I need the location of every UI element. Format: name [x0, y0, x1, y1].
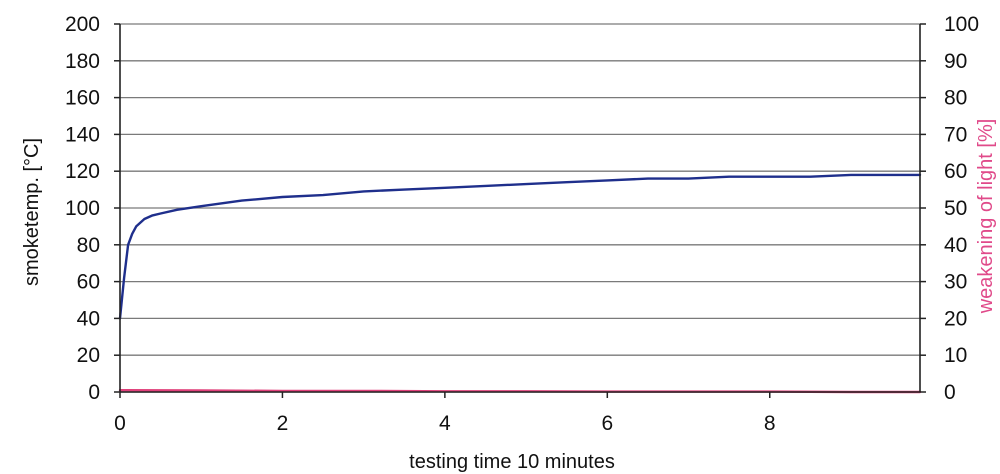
right-tick-label: 90	[944, 50, 967, 73]
axes	[114, 23, 926, 398]
right-tick-label: 10	[944, 344, 967, 367]
right-tick-label: 30	[944, 271, 967, 294]
x-tick-label: 2	[277, 412, 289, 435]
x-tick-label: 0	[114, 412, 126, 435]
x-axis-title: testing time 10 minutes	[409, 451, 615, 473]
left-tick-label: 20	[77, 344, 100, 367]
left-tick-label: 60	[77, 271, 100, 294]
x-tick-label: 6	[601, 412, 613, 435]
left-tick-label: 0	[88, 381, 100, 404]
right-tick-label: 70	[944, 123, 967, 146]
right-tick-label: 0	[944, 381, 956, 404]
left-y-axis-title: smoketemp. [°C]	[21, 138, 43, 286]
left-tick-label: 40	[77, 307, 100, 330]
left-tick-label: 200	[65, 13, 100, 36]
right-tick-label: 60	[944, 160, 967, 183]
right-tick-label: 100	[944, 13, 979, 36]
left-tick-label: 140	[65, 123, 100, 146]
right-tick-label: 50	[944, 197, 967, 220]
left-tick-label: 160	[65, 87, 100, 110]
left-tick-label: 80	[77, 234, 100, 257]
tick-labels: 0204060801001201401601802000102030405060…	[65, 13, 979, 435]
left-tick-label: 100	[65, 197, 100, 220]
right-y-axis-title: weakening of light [%]	[975, 119, 997, 315]
gridlines	[120, 23, 920, 393]
x-tick-label: 8	[764, 412, 776, 435]
right-tick-label: 20	[944, 307, 967, 330]
left-tick-label: 120	[65, 160, 100, 183]
right-tick-label: 40	[944, 234, 967, 257]
smoke-temperature-line	[118, 173, 922, 320]
x-tick-label: 4	[439, 412, 451, 435]
left-tick-label: 180	[65, 50, 100, 73]
right-tick-label: 80	[944, 87, 967, 110]
